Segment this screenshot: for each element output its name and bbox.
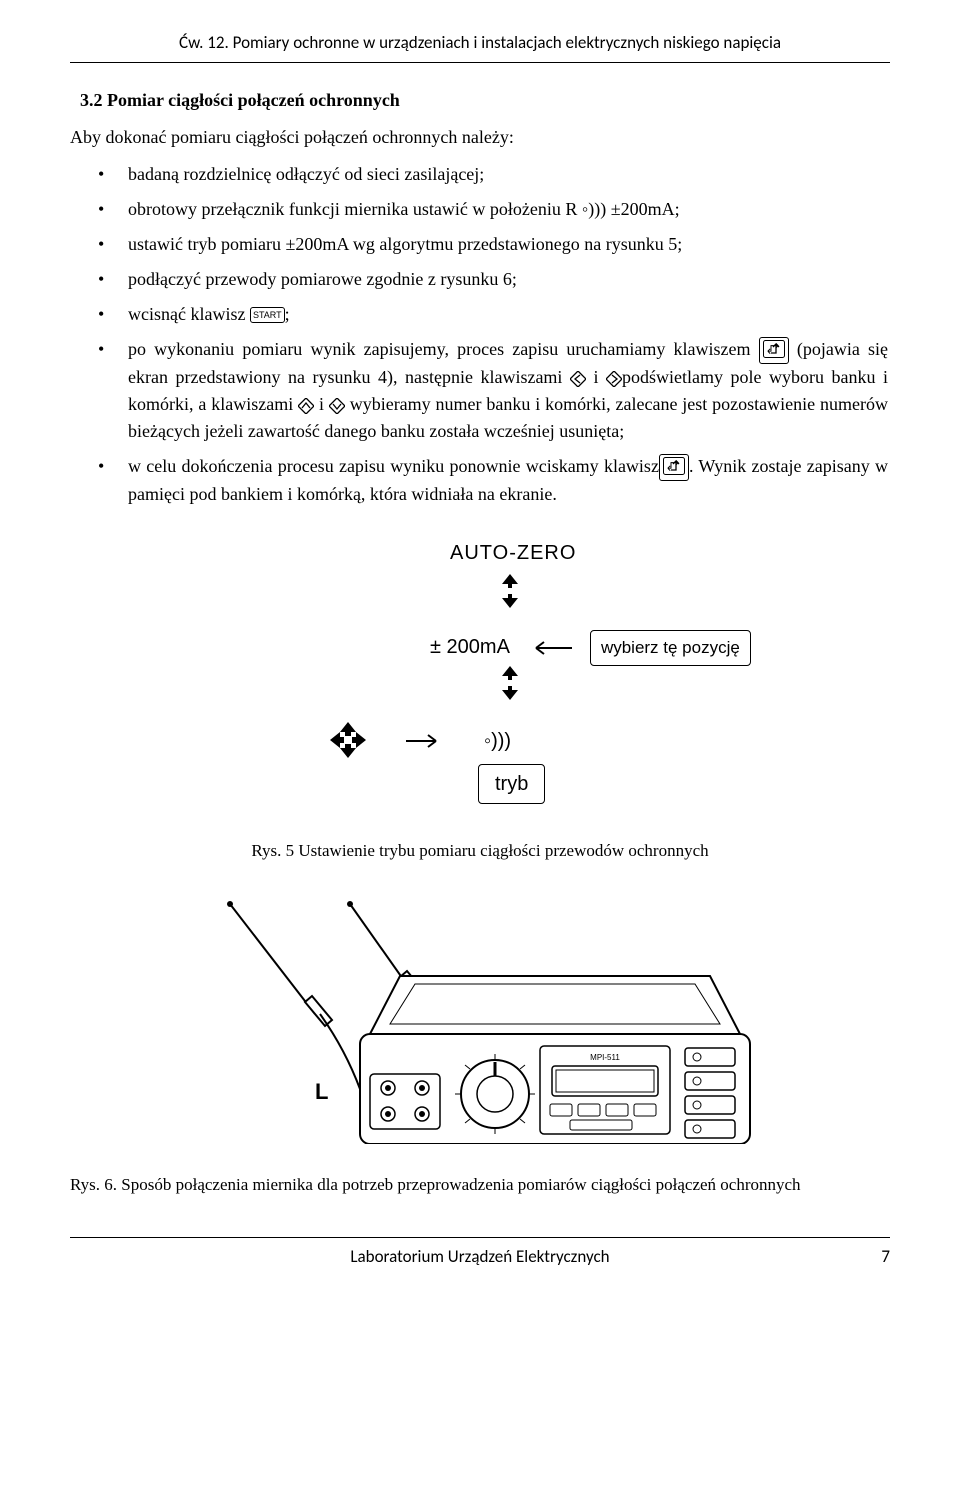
tryb-box: tryb: [478, 764, 545, 804]
text-fragment: po wykonaniu pomiaru wynik zapisujemy, p…: [128, 339, 759, 359]
footer-title: Laboratorium Urządzeń Elektrycznych: [100, 1244, 860, 1270]
list-item: ustawić tryb pomiaru ±200mA wg algorytmu…: [128, 231, 890, 258]
section-title: 3.2 Pomiar ciągłości połączeń ochronnych: [70, 87, 890, 114]
diamond-left-icon: [570, 371, 586, 387]
device-diagram: L N: [200, 894, 760, 1144]
list-item: wcisnąć klawisz START;: [128, 301, 890, 328]
text-fragment: wcisnąć klawisz: [128, 304, 250, 324]
list-item: obrotowy przełącznik funkcji miernika us…: [128, 196, 890, 223]
start-key-icon: START: [250, 307, 285, 323]
terminal-L-label: L: [315, 1079, 328, 1104]
auto-zero-label: AUTO-ZERO: [450, 538, 576, 568]
procedure-list: badaną rozdzielnicę odłączyć od sieci za…: [70, 161, 890, 509]
current-row: ± 200mA wybierz tę pozycję: [430, 630, 751, 666]
enter-key-icon: [759, 337, 789, 364]
page-footer: Laboratorium Urządzeń Elektrycznych 7: [70, 1237, 890, 1270]
select-position-box: wybierz tę pozycję: [590, 630, 751, 666]
page-header: Ćw. 12. Pomiary ochronne w urządzeniach …: [70, 30, 890, 63]
enter-key-icon: [659, 454, 689, 481]
list-item: badaną rozdzielnicę odłączyć od sieci za…: [128, 161, 890, 188]
arrow-left-icon: [532, 641, 574, 655]
updown-arrows-icon: [500, 574, 520, 608]
figure-5: AUTO-ZERO ± 200mA wybierz tę pozycję ◦))…: [70, 538, 890, 826]
diamond-down-icon: [329, 398, 345, 414]
page-number: 7: [860, 1244, 890, 1270]
figure-6: L N: [70, 894, 890, 1152]
current-label: ± 200mA: [430, 636, 509, 658]
diamond-right-icon: [606, 371, 622, 387]
text-fragment: i: [319, 394, 329, 414]
list-item: w celu dokończenia procesu zapisu wyniku…: [128, 453, 890, 508]
diamond-up-icon: [298, 398, 314, 414]
intro-text: Aby dokonać pomiaru ciągłości połączeń o…: [70, 124, 890, 151]
text-fragment: ;: [285, 304, 290, 324]
text-fragment: i: [593, 367, 606, 387]
list-item: po wykonaniu pomiaru wynik zapisujemy, p…: [128, 336, 890, 445]
arrow-right-icon: [406, 734, 440, 748]
sound-symbol: ◦))): [484, 726, 511, 756]
list-item: podłączyć przewody pomiarowe zgodnie z r…: [128, 266, 890, 293]
text-fragment: w celu dokończenia procesu zapisu wyniku…: [128, 456, 659, 476]
model-label: MPI-511: [590, 1053, 620, 1062]
dpad-icon: [328, 718, 368, 762]
figure-5-caption: Rys. 5 Ustawienie trybu pomiaru ciągłośc…: [70, 838, 890, 864]
updown-arrows-icon: [500, 666, 520, 700]
figure-6-caption: Rys. 6. Sposób połączenia miernika dla p…: [70, 1172, 890, 1198]
